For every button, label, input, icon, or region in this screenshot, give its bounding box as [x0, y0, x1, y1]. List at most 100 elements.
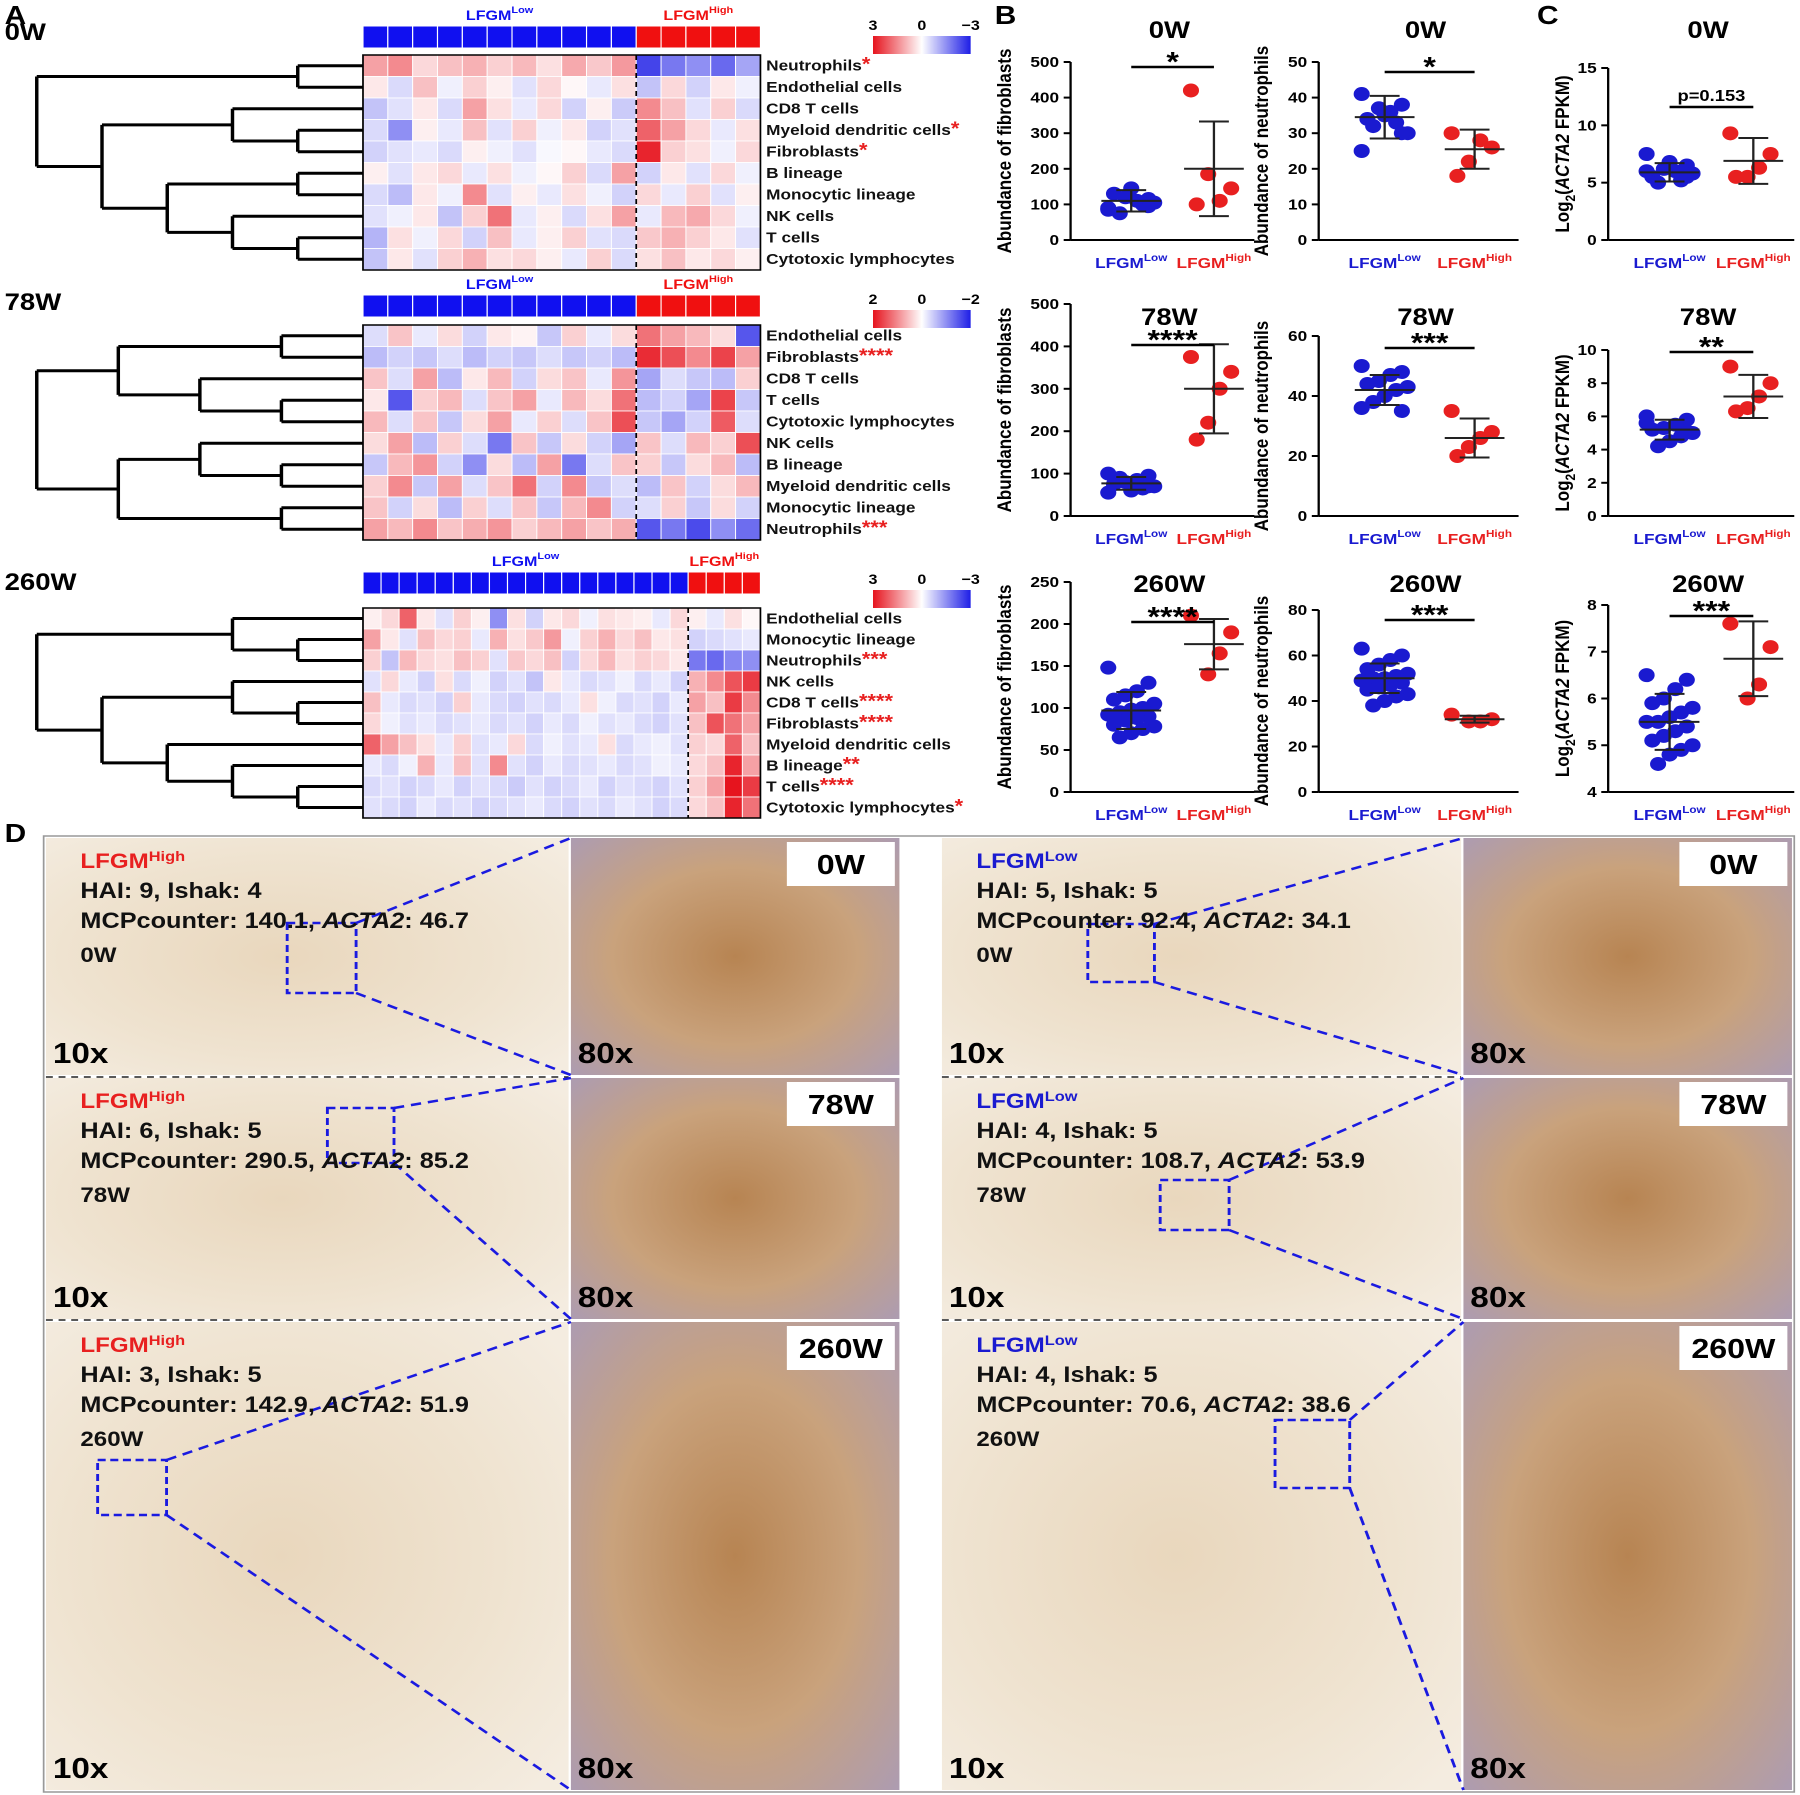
micrograph-10x — [45, 838, 569, 1075]
zoom-line — [355, 991, 572, 1077]
dot — [1449, 449, 1466, 463]
timepoint: 78W — [80, 1183, 130, 1206]
dot — [1751, 677, 1768, 692]
heatmap-cell — [437, 324, 463, 347]
dot — [1472, 714, 1489, 729]
row-name: Neutrophils — [766, 652, 862, 669]
heatmap-cell — [387, 76, 414, 99]
heatmap-cell — [412, 248, 438, 271]
row-name: B lineage — [766, 165, 843, 182]
heatmap-cell — [434, 775, 454, 798]
dot — [1353, 87, 1370, 102]
heatmap-cell — [536, 324, 563, 347]
heatmap-cell — [561, 410, 588, 433]
heatmap-cell — [723, 796, 743, 819]
heatmap-cell — [597, 670, 617, 693]
heatmap-cell — [536, 410, 563, 433]
row-name: Cytotoxic lymphocytes — [766, 799, 954, 816]
heatmap-cell — [461, 248, 488, 271]
heatmap-cell — [735, 346, 761, 369]
y-axis-label-part: 2 — [1562, 195, 1578, 202]
magnification: 10x — [949, 1752, 1005, 1785]
colorbar-tick-label: −3 — [961, 572, 979, 588]
dot — [1140, 675, 1157, 690]
dot — [1661, 747, 1678, 762]
zoom-line — [1348, 1487, 1465, 1791]
heatmap-cell — [362, 775, 382, 798]
group-bar-cell — [536, 25, 563, 49]
heatmap-cell — [488, 775, 508, 798]
group-label-sup: Low — [1045, 1333, 1078, 1349]
row-significance: **** — [820, 775, 854, 796]
heatmap-cell — [387, 226, 414, 249]
heatmap-cell — [586, 389, 612, 412]
mcp-score-part: MCPcounter: 92.4, — [976, 909, 1203, 933]
group-label-base: LFGM — [976, 849, 1044, 872]
heatmap-cell — [486, 475, 513, 498]
x-group-label-sup: Low — [1682, 253, 1706, 264]
heatmap-cell — [741, 607, 761, 630]
x-group-label: LFGMHigh — [1437, 529, 1512, 548]
heatmap-cell — [362, 796, 382, 819]
dot — [1105, 186, 1123, 201]
heatmap-cell — [635, 453, 662, 476]
heatmap-cell — [579, 712, 599, 735]
colorbar-tick-label: −2 — [961, 292, 979, 308]
group-bar-cell — [506, 571, 527, 595]
heatmap-cell — [669, 754, 689, 777]
row-name: Monocytic lineage — [766, 187, 915, 204]
heatmap-cell — [710, 183, 737, 206]
row-name: CD8 T cells — [766, 694, 859, 711]
heatmap-cell — [615, 796, 635, 819]
heatmap-cell — [597, 628, 617, 651]
y-tick-label: 5 — [1587, 175, 1597, 192]
heatmap-cell — [511, 475, 538, 498]
heatmap-cell — [362, 248, 389, 271]
timepoint: 0W — [976, 943, 1013, 966]
heatmap-cell — [398, 796, 418, 819]
chart-title: 0W — [1405, 18, 1447, 44]
heatmap-cell — [416, 796, 436, 819]
y-tick-label: 400 — [1030, 338, 1059, 355]
group-bar-cell — [511, 294, 538, 318]
heatmap-cell — [660, 226, 687, 249]
heatmap-cell — [362, 733, 382, 756]
heatmap-cell — [635, 496, 662, 519]
heatmap-cell — [635, 389, 662, 412]
heatmap-cell — [434, 649, 454, 672]
heatmap-cell — [561, 775, 581, 798]
y-tick-label: 10 — [1578, 342, 1597, 359]
heatmap-cell — [525, 796, 545, 819]
heatmap-cell — [660, 97, 687, 120]
significance-label: *** — [1411, 328, 1449, 359]
mcp-score-part: MCPcounter: 108.7, — [976, 1149, 1218, 1173]
row-significance: * — [859, 140, 868, 161]
mcp-score-part: MCPcounter: 290.5, — [80, 1149, 322, 1173]
row-label: Endothelial cells — [766, 79, 902, 96]
heatmap-cell — [710, 76, 737, 99]
y-tick-label: 8 — [1587, 375, 1597, 392]
dot — [1739, 691, 1756, 706]
inset-label: 78W — [1700, 1090, 1767, 1121]
x-group-label: LFGMHigh — [1177, 253, 1252, 272]
y-tick-label: 10 — [1288, 196, 1307, 213]
colorbar-tick-label: 0 — [917, 18, 926, 34]
heatmap-cell — [387, 346, 414, 369]
group-bar-cell — [610, 25, 637, 49]
heatmap-cell — [586, 226, 612, 249]
heatmap-cell — [660, 496, 687, 519]
row-label: Myeloid dendritic cells* — [766, 119, 959, 140]
heatmap-cell — [536, 367, 563, 390]
group-label-base: LFGM — [492, 554, 538, 570]
heatmap-cell — [543, 775, 563, 798]
colorbar — [873, 590, 971, 608]
heatmap-cell — [651, 712, 671, 735]
row-label: NK cells — [766, 435, 834, 452]
heatmap-cell — [511, 226, 538, 249]
heatmap-cell — [579, 691, 599, 714]
heatmap-cell — [579, 649, 599, 672]
x-group-label-sup: High — [1486, 805, 1512, 816]
heatmap-border — [362, 54, 762, 271]
dot — [1223, 625, 1240, 640]
heatmap-cell — [536, 76, 563, 99]
